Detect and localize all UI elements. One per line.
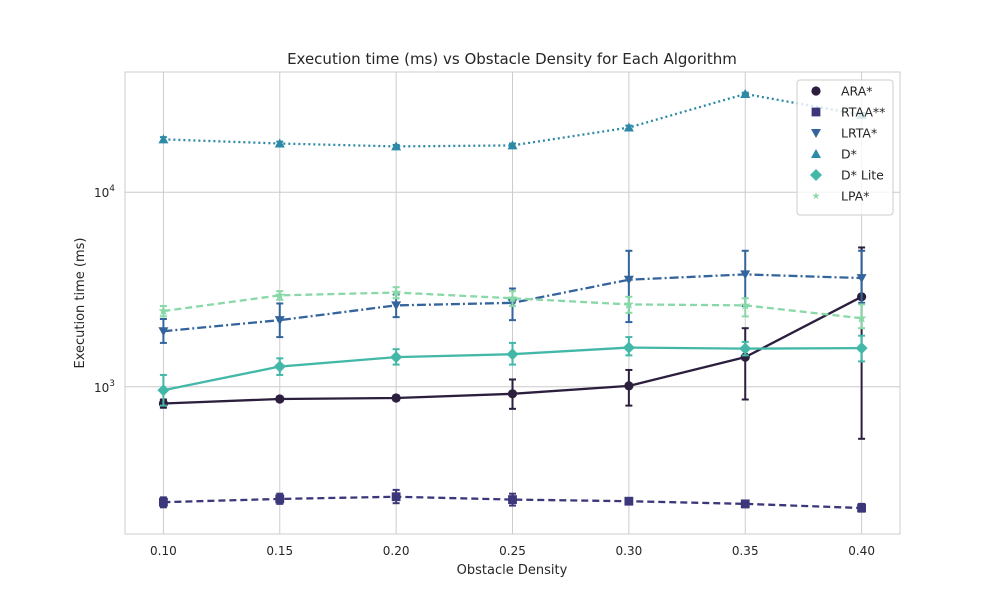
- y-tick-labels: 103 104: [94, 184, 115, 395]
- data-point: [391, 287, 402, 297]
- legend-label: RTAA**: [841, 105, 885, 120]
- data-point: [740, 88, 751, 98]
- data-point: [274, 138, 285, 148]
- series-lpa: [158, 286, 867, 330]
- data-point: [507, 140, 518, 150]
- data-point: [158, 305, 169, 316]
- data-point: [623, 299, 634, 309]
- x-tick-label: 0.30: [616, 544, 643, 558]
- x-tick-labels: 0.10 0.15 0.20 0.25 0.30 0.35 0.40: [150, 544, 875, 558]
- legend-marker: [810, 169, 822, 181]
- legend-marker: [811, 149, 821, 158]
- data-point: [740, 499, 750, 509]
- data-point: [622, 341, 635, 354]
- data-point: [157, 384, 170, 397]
- data-point: [623, 275, 634, 285]
- data-point: [273, 360, 286, 373]
- series-d-lite: [157, 334, 868, 407]
- legend-label: LPA*: [841, 189, 870, 204]
- data-point: [507, 389, 518, 399]
- data-point: [507, 293, 518, 303]
- data-point: [275, 494, 285, 504]
- plot-frame: [124, 71, 901, 535]
- x-tick-label: 0.20: [383, 544, 410, 558]
- data-point: [274, 316, 285, 326]
- legend-marker: [811, 107, 821, 117]
- x-tick-label: 0.40: [848, 544, 875, 558]
- y-tick-label: 104: [94, 184, 115, 200]
- data-point: [856, 313, 867, 323]
- data-point: [506, 348, 519, 361]
- data-point: [739, 342, 752, 355]
- data-point: [391, 393, 401, 403]
- data-point: [740, 300, 751, 310]
- x-tick-label: 0.25: [499, 544, 526, 558]
- data-point: [623, 122, 634, 132]
- data-point: [391, 301, 402, 311]
- legend-marker: [812, 192, 820, 199]
- legend-label: ARA*: [841, 84, 873, 99]
- data-point: [158, 134, 169, 144]
- legend-label: D* Lite: [841, 168, 884, 183]
- legend-marker: [811, 86, 821, 96]
- data-point: [740, 270, 751, 280]
- y-axis-label: Execution time (ms): [73, 237, 88, 368]
- data-point: [508, 495, 517, 504]
- legend-marker: [811, 129, 821, 138]
- data-point: [856, 274, 867, 284]
- x-tick-label: 0.15: [266, 544, 293, 558]
- x-axis-label: Obstacle Density: [457, 563, 568, 578]
- y-tick-label: 103: [94, 379, 115, 395]
- data-point: [390, 351, 403, 364]
- series-rtaa: [159, 488, 866, 513]
- data-point: [158, 327, 169, 337]
- data-point: [391, 141, 402, 151]
- data-point: [855, 342, 868, 355]
- chart-title: Execution time (ms) vs Obstacle Density …: [287, 50, 737, 68]
- legend-label: D*: [841, 147, 857, 162]
- series-layer: [157, 88, 868, 513]
- x-tick-label: 0.35: [732, 544, 759, 558]
- x-tick-label: 0.10: [150, 544, 177, 558]
- data-point: [624, 496, 634, 506]
- data-point: [857, 503, 866, 513]
- data-point: [274, 290, 285, 300]
- legend-box: [796, 79, 894, 216]
- legend-label: LRTA*: [841, 126, 877, 141]
- data-point: [391, 492, 401, 502]
- data-point: [159, 497, 168, 507]
- legend: ARA* RTAA** LRTA* D* D* Lite LPA*: [796, 79, 894, 216]
- data-point: [275, 394, 285, 404]
- data-point: [624, 381, 634, 391]
